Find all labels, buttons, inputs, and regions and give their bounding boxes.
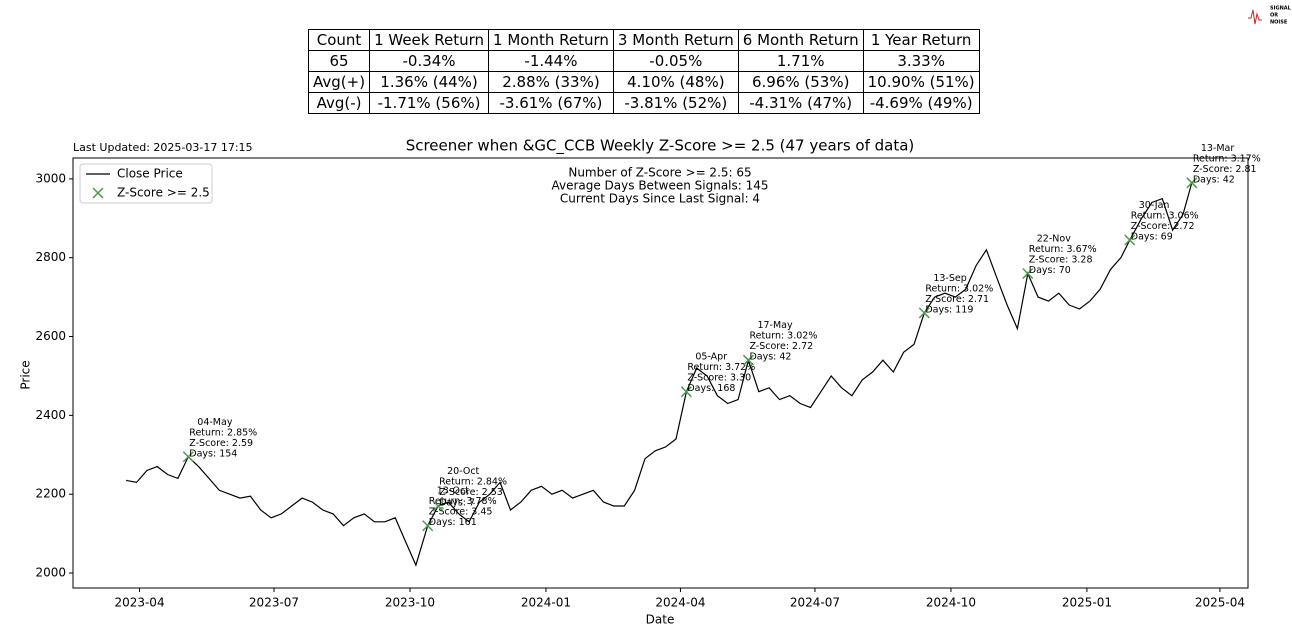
signal-marker <box>1186 177 1198 189</box>
x-tick-label: 2024-04 <box>655 596 705 610</box>
signal-annotation: Return: 3.72% <box>687 362 755 373</box>
table-row: Avg(-) -1.71% (56%) -3.61% (67%) -3.81% (52… <box>307 92 980 114</box>
table-row: Count 1 Week Return 1 Month Return 3 Month … <box>307 29 980 51</box>
signal-annotation: Days: 42 <box>1193 174 1235 185</box>
x-tick-label: 2024-01 <box>521 596 571 610</box>
signal-annotation: 30-Jan <box>1139 200 1170 211</box>
plot-frame <box>72 157 1249 589</box>
logo-text: NOISE <box>1270 20 1288 26</box>
logo-text: OR <box>1270 13 1278 19</box>
table-cell: -3.81% (52%) <box>612 92 739 114</box>
y-tick-label: 2800 <box>35 250 66 264</box>
table-cell: -4.69% (49%) <box>862 92 980 114</box>
signal-marker <box>742 354 754 366</box>
table-cell: Count <box>307 29 371 51</box>
x-tick-label: 2025-01 <box>1062 596 1112 610</box>
signal-annotation: Days: 168 <box>687 383 735 394</box>
table-cell: 1.36% (44%) <box>369 71 490 93</box>
signal-annotation: Z-Score: 3.30 <box>687 373 751 384</box>
legend-label: Z-Score >= 2.5 <box>117 186 210 200</box>
price-line <box>126 182 1194 567</box>
signal-marker <box>680 386 692 398</box>
signal-annotation: 04-May <box>197 417 233 428</box>
signal-annotation: 13-Oct <box>437 486 469 497</box>
signal-marker <box>422 520 434 532</box>
signal-annotation: Return: 3.67% <box>1029 244 1097 255</box>
x-axis-label: Date <box>646 613 675 627</box>
signal-annotation: 20-Oct <box>447 466 479 477</box>
signal-annotation: Z-Score: 2.53 <box>439 487 503 498</box>
signal-annotation: 13-Sep <box>933 273 966 284</box>
signal-marker <box>182 451 194 463</box>
table-cell: -0.05% <box>612 50 739 72</box>
y-tick-label: 2600 <box>35 329 66 343</box>
x-tick-label: 2023-04 <box>114 596 164 610</box>
x-tick-label: 2024-07 <box>790 596 840 610</box>
signal-marker <box>918 307 930 319</box>
table-row: 65 -0.34% -1.44% -0.05% 1.71% 3.33% <box>307 50 980 72</box>
signal-annotation: Days: 70 <box>1029 265 1071 276</box>
signal-annotation: Days: 69 <box>1131 231 1173 242</box>
x-tick-label: 2023-10 <box>385 596 435 610</box>
signal-marker <box>432 500 444 512</box>
signal-annotation: 13-Mar <box>1201 143 1235 154</box>
signal-annotation: Days: 7 <box>439 498 475 509</box>
legend-swatch <box>92 187 104 199</box>
table-cell: Avg(-) <box>307 92 371 114</box>
signal-annotation: 05-Apr <box>695 352 727 363</box>
signal-annotation: Return: 3.02% <box>749 331 817 342</box>
x-tick-label: 2025-04 <box>1195 596 1245 610</box>
table-cell: 2.88% (33%) <box>488 71 614 93</box>
signal-annotation: Return: 3.17% <box>1193 153 1261 164</box>
y-tick-label: 2400 <box>35 408 66 422</box>
x-tick-label: 2023-07 <box>249 596 299 610</box>
table-cell: Avg(+) <box>307 71 371 93</box>
signal-annotation: Days: 42 <box>749 352 791 363</box>
logo-icon <box>1248 9 1262 25</box>
y-axis-label: Price <box>19 360 33 389</box>
signal-annotation: Z-Score: 2.71 <box>925 294 989 305</box>
logo-text: SIGNAL <box>1270 6 1292 12</box>
table-row: Avg(+) 1.36% (44%) 2.88% (33%) 4.10% (48%) 6… <box>307 71 980 93</box>
signal-marker <box>1124 234 1136 246</box>
signal-annotation: Days: 154 <box>189 448 237 459</box>
table-cell: 4.10% (48%) <box>612 71 739 93</box>
signal-annotation: Return: 3.02% <box>925 283 993 294</box>
signal-annotation: Return: 3.06% <box>1131 210 1199 221</box>
signal-annotation: Z-Score: 2.72 <box>1131 221 1195 232</box>
table-cell: 6.96% (53%) <box>737 71 864 93</box>
y-tick-label: 3000 <box>35 171 66 185</box>
signal-annotation: Return: 2.85% <box>189 427 257 438</box>
table-cell: 1 Year Return <box>862 29 980 51</box>
table-cell: 10.90% (51%) <box>862 71 980 93</box>
signal-annotation: Z-Score: 2.81 <box>1193 164 1257 175</box>
signal-annotation: Z-Score: 2.59 <box>189 438 253 449</box>
summary-table: Count 1 Week Return 1 Month Return 3 Month … <box>307 29 980 114</box>
signal-annotation: Days: 161 <box>429 517 477 528</box>
last-updated: Last Updated: 2025-03-17 17:15 <box>73 141 253 154</box>
signal-annotation: Return: 3.78% <box>429 496 497 507</box>
signal-marker <box>1022 267 1034 280</box>
stats-text: Current Days Since Last Signal: 4 <box>560 192 760 206</box>
chart-title: Screener when &GC_CCB Weekly Z-Score >= … <box>406 137 915 156</box>
signal-annotation: Days: 119 <box>925 304 973 315</box>
legend-label: Close Price <box>117 167 183 181</box>
signal-annotation: 17-May <box>757 320 793 331</box>
signal-annotation: Z-Score: 3.45 <box>429 507 493 518</box>
signal-annotation: Return: 2.84% <box>439 477 507 488</box>
stats-text: Number of Z-Score >= 2.5: 65 <box>568 166 751 180</box>
signal-annotation: 22-Nov <box>1037 233 1071 244</box>
stats-text: Average Days Between Signals: 145 <box>551 179 768 193</box>
y-tick-label: 2200 <box>35 487 66 501</box>
legend-box <box>79 163 213 204</box>
y-tick-label: 2000 <box>35 566 66 580</box>
signal-annotation: Z-Score: 2.72 <box>749 341 813 352</box>
table-cell: 6 Month Return <box>737 29 864 51</box>
table-cell: -1.71% (56%) <box>369 92 490 114</box>
signal-annotation: Z-Score: 3.28 <box>1029 254 1093 265</box>
x-tick-label: 2024-10 <box>926 596 976 610</box>
table-cell: -3.61% (67%) <box>488 92 614 114</box>
